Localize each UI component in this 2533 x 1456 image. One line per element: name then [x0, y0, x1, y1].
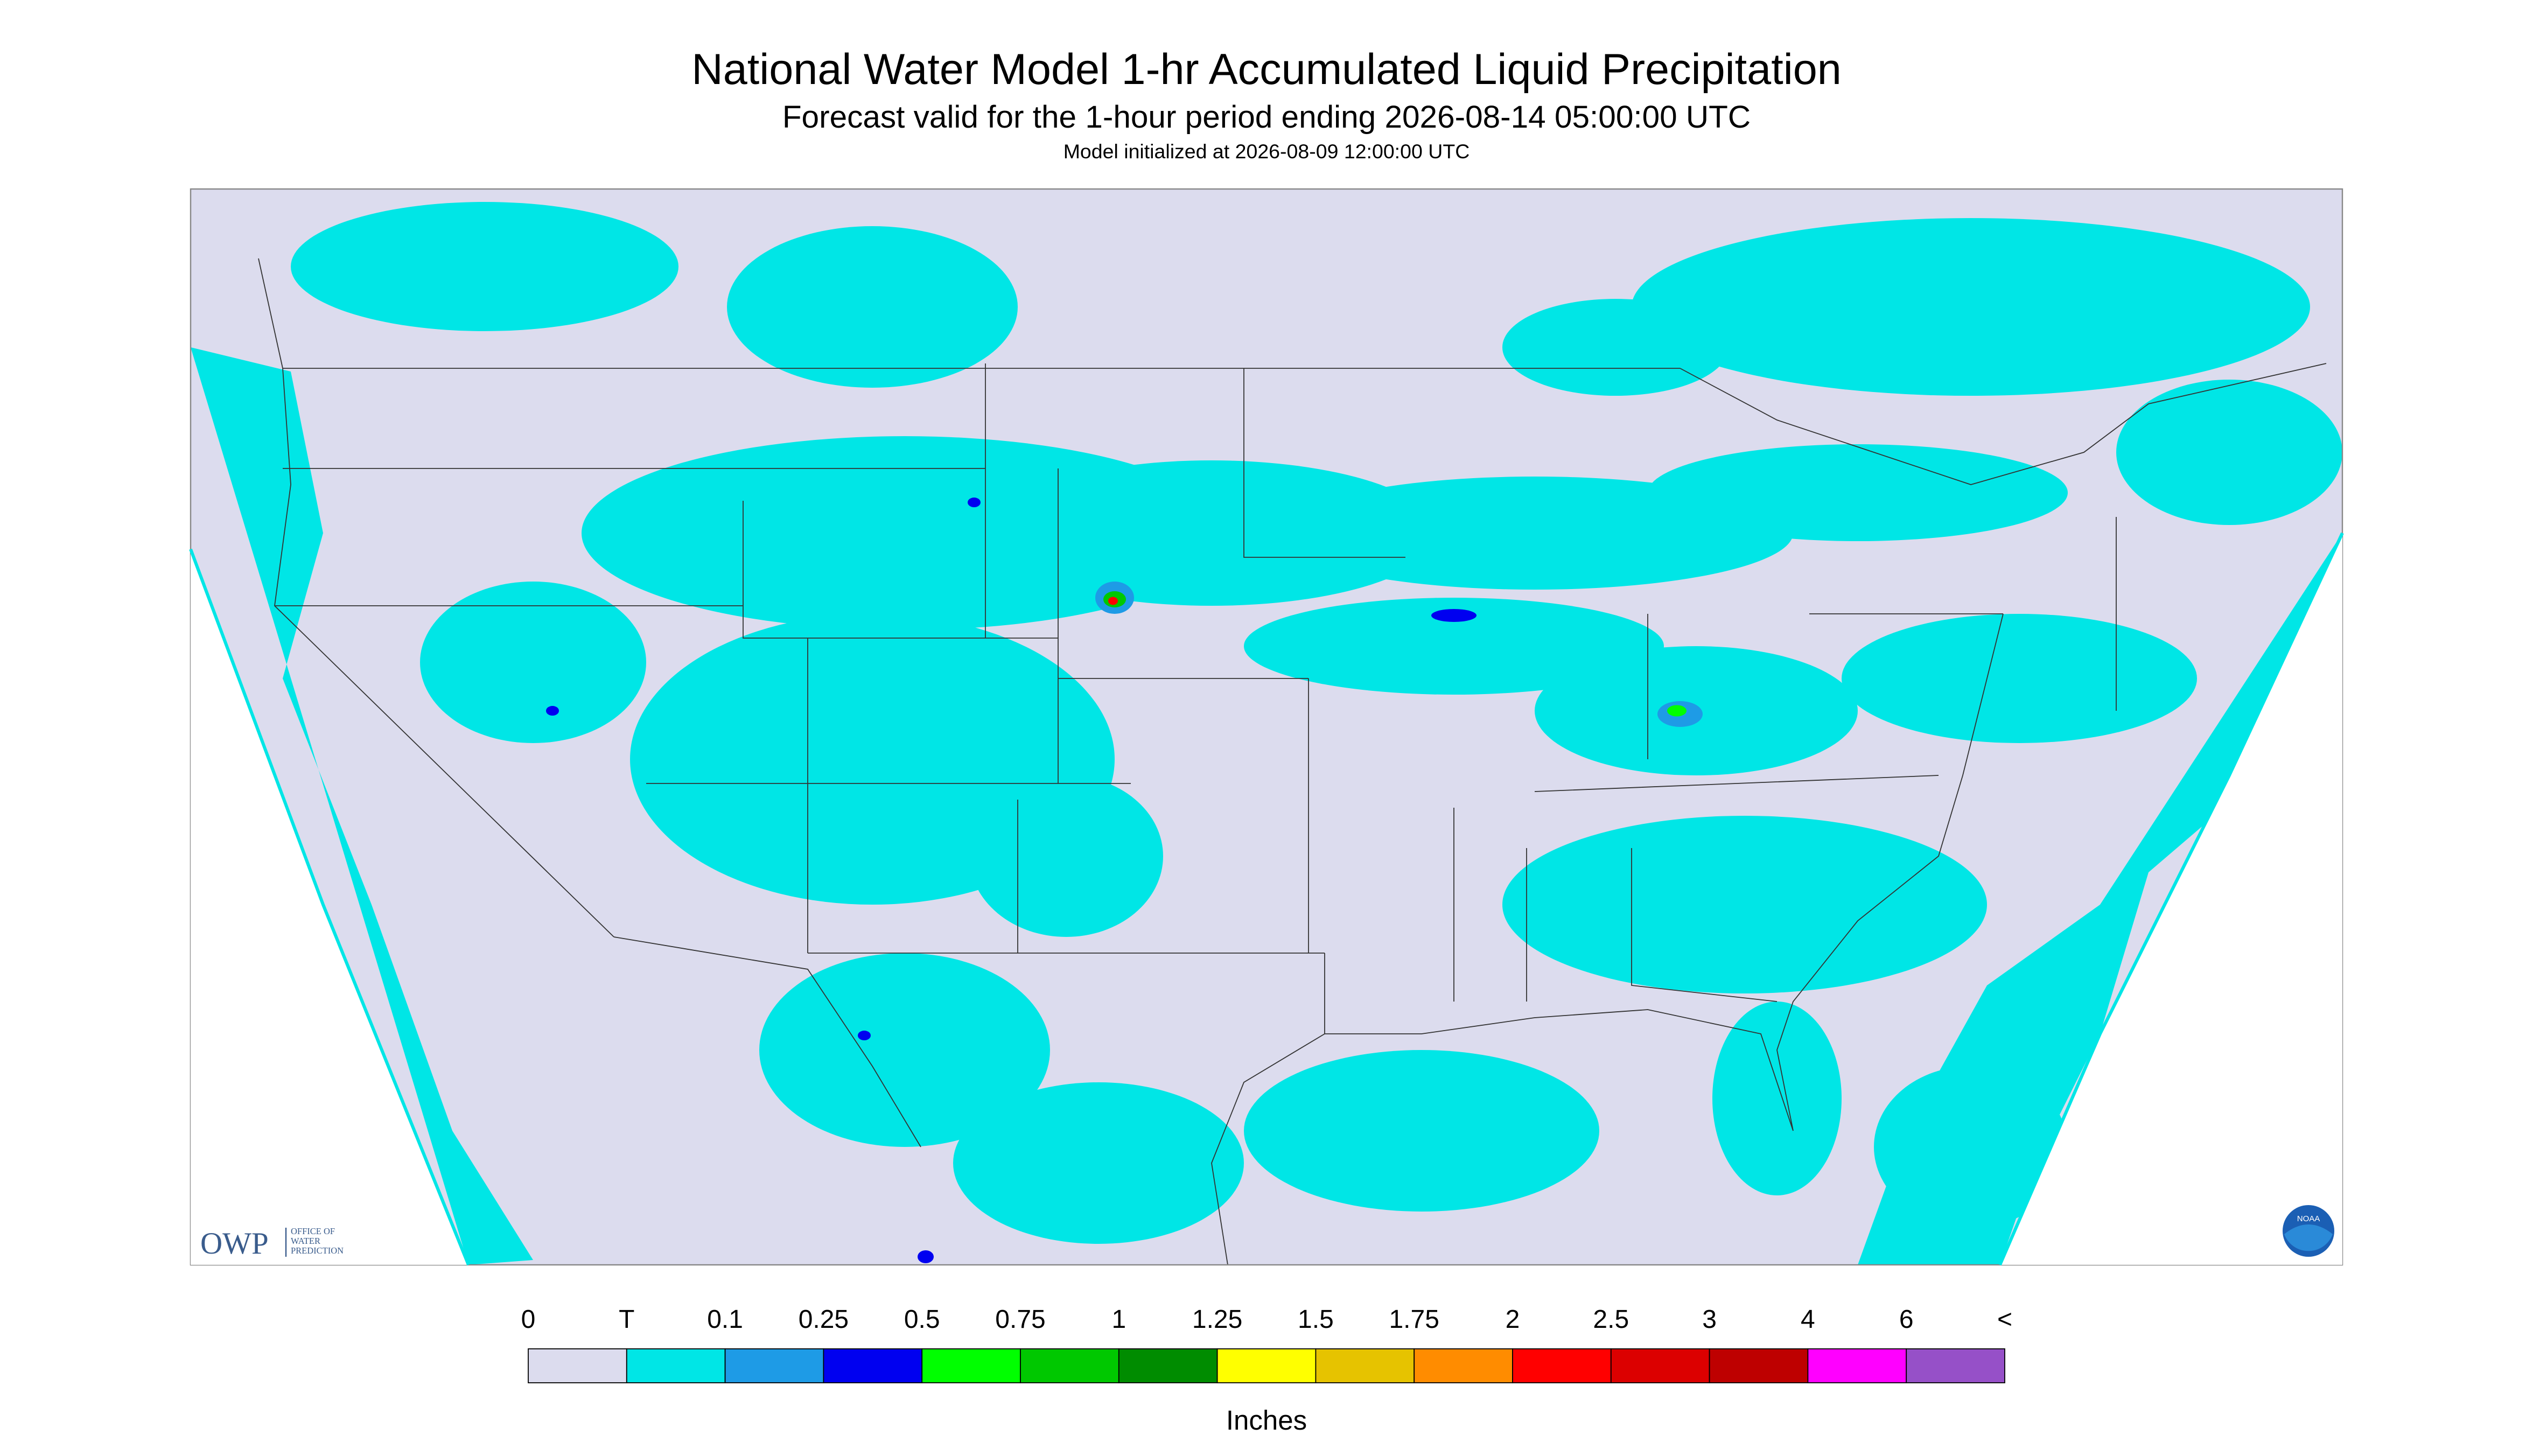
- legend-swatch: [1512, 1348, 1612, 1383]
- boundaries: [258, 258, 2327, 1265]
- legend-swatch: [823, 1348, 923, 1383]
- domain-edge: [189, 532, 2344, 1266]
- legend-label: 0.5: [904, 1305, 940, 1334]
- legend-label: 6: [1899, 1305, 1914, 1334]
- legend-label: <: [1997, 1305, 2012, 1334]
- owp-logo: OWP: [200, 1227, 269, 1261]
- owp-logo-text: OFFICE OF: [291, 1226, 335, 1236]
- map: OWP OFFICE OF WATER PREDICTION NOAA: [189, 188, 2344, 1266]
- legend-swatch: [1906, 1348, 2005, 1383]
- legend-swatch: [921, 1348, 1021, 1383]
- legend-units: Inches: [1226, 1405, 1307, 1436]
- legend-label: 0: [521, 1305, 536, 1334]
- legend-label: T: [619, 1305, 634, 1334]
- legend-swatch: [626, 1348, 726, 1383]
- legend-label: 4: [1801, 1305, 1815, 1334]
- legend-label: 1.25: [1192, 1305, 1242, 1334]
- legend-swatch: [1610, 1348, 1710, 1383]
- legend-swatch: [724, 1348, 824, 1383]
- title: National Water Model 1-hr Accumulated Li…: [691, 45, 1842, 94]
- outside-domain-right: [2000, 533, 2342, 1265]
- legend-swatch: [1709, 1348, 1809, 1383]
- legend-swatch: [1807, 1348, 1907, 1383]
- owp-logo-text: PREDICTION: [291, 1245, 344, 1256]
- legend-label: 0.1: [707, 1305, 743, 1334]
- outside-domain-left: [191, 549, 468, 1265]
- subtitle: Forecast valid for the 1-hour period end…: [782, 100, 1751, 135]
- legend-label: 1.5: [1298, 1305, 1334, 1334]
- init-note: Model initialized at 2026-08-09 12:00:00…: [1063, 140, 1470, 163]
- legend-swatch: [1216, 1348, 1317, 1383]
- legend-label: 2: [1506, 1305, 1520, 1334]
- owp-logo-text: WATER: [291, 1236, 320, 1246]
- legend-swatch: [1020, 1348, 1119, 1383]
- legend-label: 0.75: [995, 1305, 1045, 1334]
- legend-swatch: [528, 1348, 627, 1383]
- legend-label: 1: [1111, 1305, 1126, 1334]
- legend-label: 3: [1702, 1305, 1717, 1334]
- precip-heavy: [546, 498, 1703, 1264]
- precip-areas: [191, 202, 2342, 1265]
- noaa-logo-text: NOAA: [2297, 1214, 2320, 1223]
- legend-label: 0.25: [799, 1305, 849, 1334]
- legend-swatch: [1315, 1348, 1415, 1383]
- legend-label: 1.75: [1389, 1305, 1439, 1334]
- legend-swatch: [1414, 1348, 1513, 1383]
- legend-label: 2.5: [1593, 1305, 1629, 1334]
- noaa-logo-wave: [2284, 1224, 2333, 1251]
- legend-swatch: [1118, 1348, 1218, 1383]
- legend: 0 T 0.1 0.25 0.5 0.75 1 1.25 1.5 1.75 2 2.5 3 4 6 <: [521, 1305, 2012, 1383]
